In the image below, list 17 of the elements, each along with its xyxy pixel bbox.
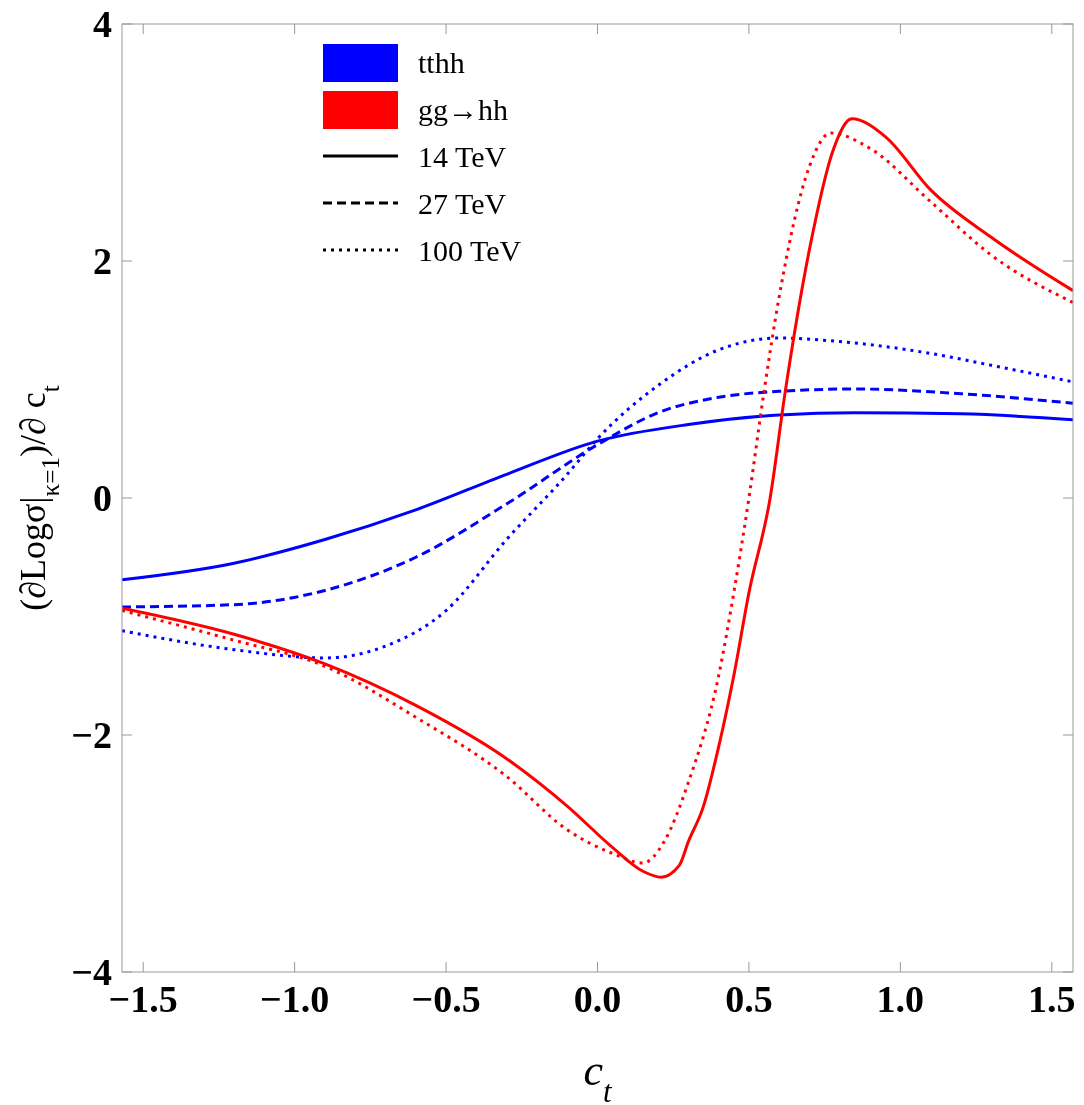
annotation: 27 TeV — [418, 187, 507, 220]
x-tick-label: −0.5 — [411, 978, 481, 1020]
y-tick-label: −2 — [71, 714, 112, 756]
x-tick-label: 0.0 — [573, 978, 622, 1020]
annotation: 14 TeV — [418, 140, 507, 173]
y-tick-label: 2 — [93, 240, 112, 282]
x-tick-label: 1.5 — [1028, 978, 1076, 1020]
annotation: 100 TeV — [418, 234, 522, 267]
line-series — [122, 336, 1073, 660]
x-axis-title: c$_{t}$ — [583, 1046, 613, 1105]
annotation: tthh — [418, 46, 465, 79]
x-tick-label: 0.5 — [725, 978, 773, 1020]
annotation: gg→hh — [418, 93, 508, 126]
x-tick-label: 1.0 — [876, 978, 925, 1020]
y-tick-label: 4 — [93, 3, 112, 45]
x-tick-label: −1.0 — [260, 978, 330, 1020]
y-tick-label: 0 — [93, 477, 112, 519]
